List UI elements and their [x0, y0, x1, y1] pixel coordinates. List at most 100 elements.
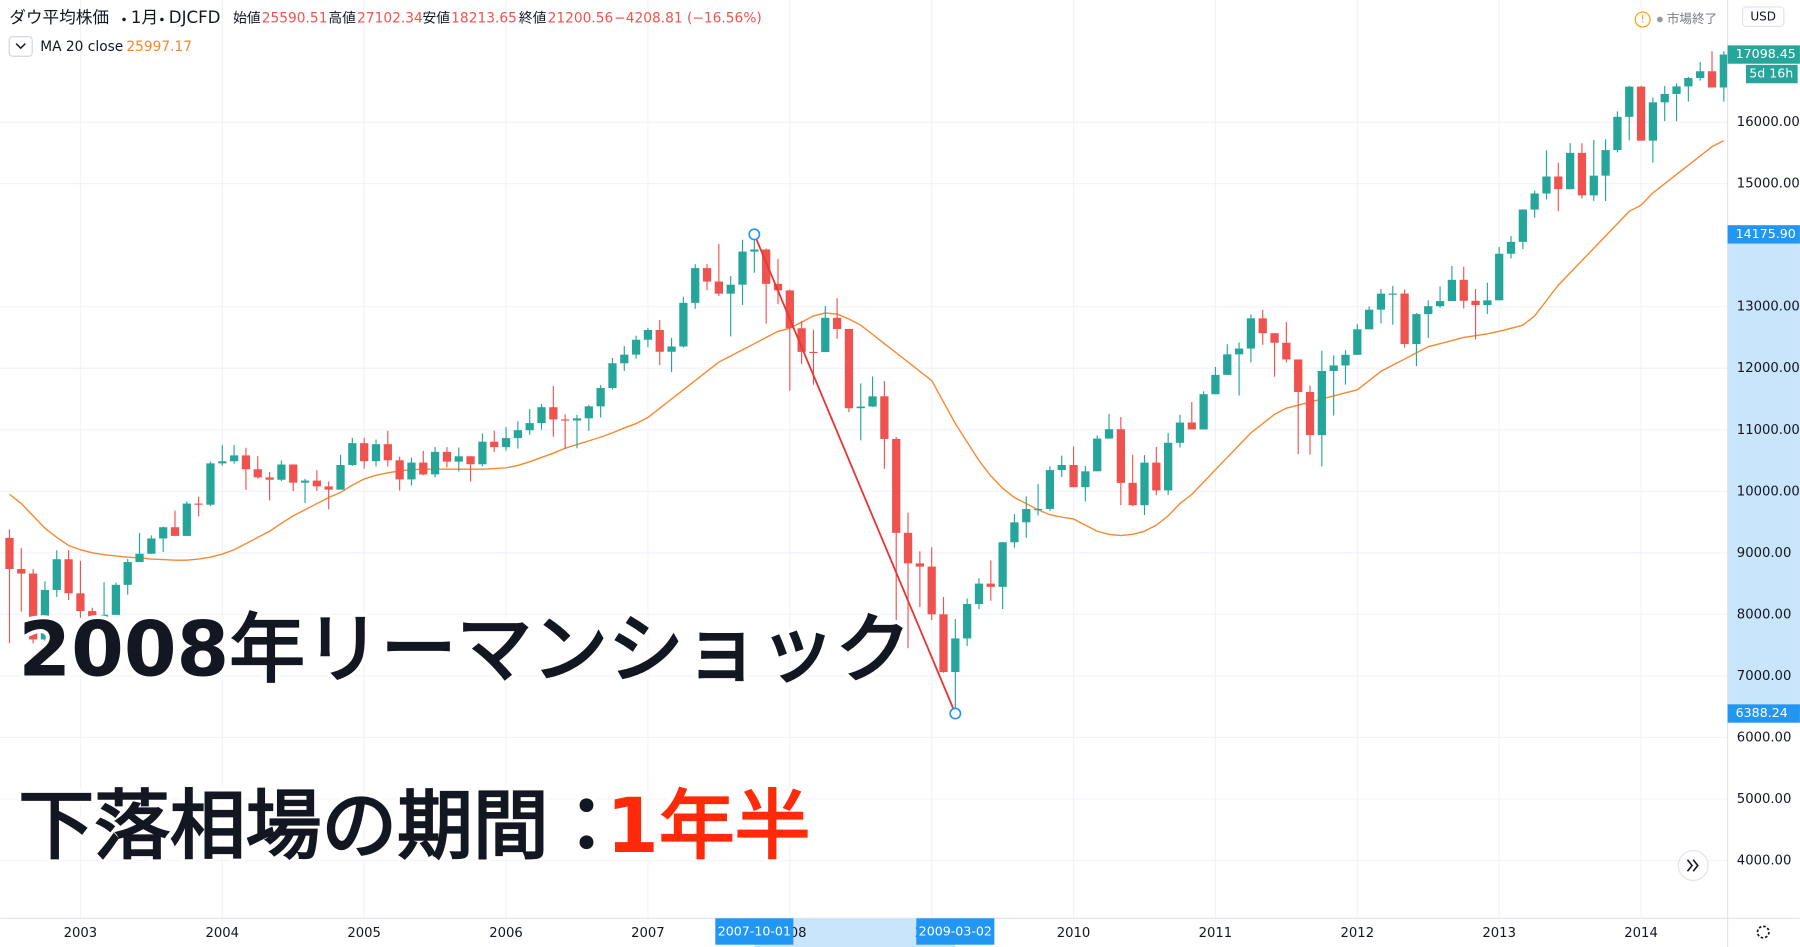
y-tick-label: 16000.00	[1737, 115, 1800, 130]
x-tick-label: 2012	[1341, 926, 1375, 941]
candle-body	[123, 562, 132, 585]
symbol-title: ダウ平均株価	[9, 8, 109, 27]
y-tick-label: 6000.00	[1737, 730, 1792, 745]
candle-body	[182, 503, 191, 536]
candle-body	[407, 462, 416, 480]
trend-start-date: 2007-10-01	[718, 924, 791, 939]
candle-body	[52, 559, 61, 590]
candle-body	[691, 268, 700, 303]
candle-body	[1471, 300, 1480, 306]
close-value: 21200.56	[548, 10, 614, 26]
candle-body	[1223, 354, 1232, 375]
candle-body	[608, 363, 617, 388]
candle-body	[147, 538, 156, 554]
high-label: 高値	[328, 9, 356, 26]
y-tick-label: 5000.00	[1737, 792, 1792, 807]
candle-body	[951, 638, 960, 673]
candle-body	[430, 451, 440, 475]
candle-body	[1365, 309, 1374, 330]
candle-body	[572, 418, 582, 421]
candle-body	[809, 351, 818, 354]
candle-body	[513, 430, 523, 439]
trendline-start	[748, 228, 761, 241]
candle-body	[1601, 150, 1610, 176]
x-tick-label: 2010	[1057, 926, 1091, 941]
y-tick-label: 13000.00	[1737, 300, 1800, 315]
candle-body	[1459, 279, 1468, 301]
candle-body	[1707, 71, 1717, 88]
currency-box[interactable]	[1741, 6, 1785, 27]
candle-body	[974, 583, 984, 605]
open-label: 始値	[233, 10, 261, 26]
candle-body	[1093, 438, 1102, 472]
candle-body	[1270, 333, 1279, 343]
axis-labels: 4000.00 5000.00 6000.00 7000.00 8000.00 9000.…	[64, 45, 1800, 945]
candle-body	[1140, 462, 1149, 506]
candle-body	[844, 328, 854, 409]
legend-toggle[interactable]	[8, 36, 33, 57]
currency: USD	[1750, 10, 1776, 24]
candle-body	[738, 251, 747, 285]
candle-body	[40, 589, 50, 640]
candle-body	[1317, 371, 1326, 436]
candle-body	[1684, 78, 1693, 87]
scroll-button[interactable]	[1677, 850, 1709, 881]
candle-body	[1199, 394, 1208, 430]
open-value: 25590.51	[262, 10, 328, 26]
trend-end-price-box	[1727, 704, 1800, 723]
status-dot	[1657, 16, 1663, 23]
candle-body	[1353, 329, 1362, 355]
candle-body	[1234, 348, 1244, 355]
candle-body	[1412, 314, 1421, 345]
candle-body	[525, 423, 534, 431]
candle-body	[218, 461, 227, 464]
candle-body	[1187, 422, 1196, 430]
x-tick-label: 2007	[631, 926, 665, 941]
candle-body	[1495, 253, 1504, 301]
separator	[122, 17, 126, 22]
candle-body	[1022, 509, 1031, 523]
candle-body	[856, 406, 865, 409]
candle-body	[561, 419, 570, 421]
candle-body	[1069, 464, 1078, 488]
candle-body	[1660, 93, 1669, 103]
candle-body	[336, 464, 345, 490]
candle-body	[702, 268, 712, 282]
candle-body	[466, 456, 475, 465]
candle-body	[679, 302, 688, 347]
caption-highlight: 1年半	[606, 782, 810, 870]
settings-button[interactable]	[1756, 925, 1770, 939]
candle-body	[324, 486, 333, 490]
candle-body	[1400, 293, 1409, 345]
candle-body	[1696, 71, 1705, 79]
candle-body	[360, 443, 369, 462]
candle-body	[1435, 301, 1445, 307]
candle-body	[229, 455, 239, 462]
candle-body	[714, 281, 723, 294]
price-range-band	[1727, 234, 1800, 714]
y-tick-label: 10000.00	[1737, 484, 1800, 499]
candle-body	[88, 611, 97, 622]
candle-body	[1376, 293, 1386, 310]
header: ダウ平均株価 1月 DJCFD 始値 25590.51 高値 27102.34 …	[8, 6, 1785, 57]
trend-end-date: 2009-03-02	[919, 924, 992, 939]
candle-body	[1388, 293, 1397, 295]
caption: 下落相場の期間：	[18, 782, 624, 870]
candle-body	[1506, 241, 1516, 254]
candle-body	[395, 460, 404, 480]
candle-body	[915, 563, 924, 567]
candle-body	[667, 346, 676, 352]
candle-body	[1329, 365, 1338, 372]
candle-body	[1447, 279, 1457, 302]
last-price: 17098.45	[1736, 46, 1796, 61]
symbol: DJCFD	[169, 8, 221, 27]
candle-body	[1175, 422, 1185, 443]
candle-body	[832, 317, 842, 329]
warning-icon[interactable]	[1634, 11, 1651, 28]
x-tick-label: 2013	[1482, 926, 1516, 941]
candle-body	[537, 407, 546, 424]
candle-body	[762, 249, 771, 284]
low-label: 安値	[422, 10, 450, 26]
candle-body	[501, 438, 511, 448]
